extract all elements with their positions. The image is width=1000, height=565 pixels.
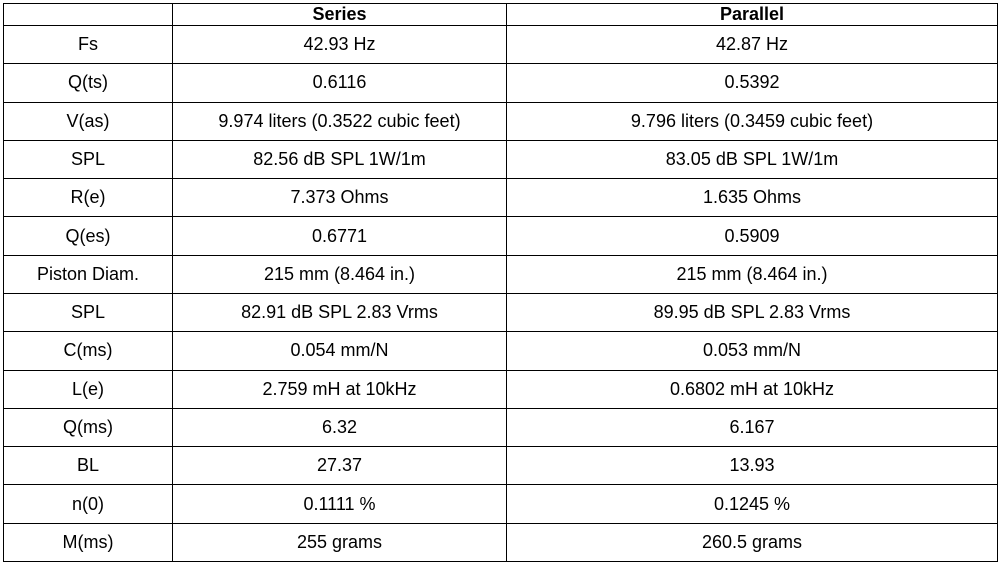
- series-value-cell: 0.1111 %: [172, 484, 507, 524]
- table-body: Fs 42.93 Hz 42.87 Hz Q(ts) 0.6116 0.5392 V(as)…: [3, 24, 998, 563]
- table-row: BL 27.37 13.93: [3, 446, 998, 486]
- header-parallel: Parallel: [506, 3, 998, 26]
- header-parameter: [3, 3, 173, 26]
- series-value-cell: 27.37: [172, 446, 507, 486]
- parallel-value-cell: 83.05 dB SPL 1W/1m: [506, 139, 998, 180]
- table-row: V(as) 9.974 liters (0.3522 cubic feet) 9.7…: [3, 101, 998, 141]
- table-row: Q(ts) 0.6116 0.5392: [3, 63, 998, 103]
- table-row: L(e) 2.759 mH at 10kHz 0.6802 mH at 10kHz: [3, 369, 998, 409]
- parallel-value-cell: 260.5 grams: [506, 522, 998, 563]
- parameter-cell: Q(es): [3, 216, 173, 256]
- parameter-cell: SPL: [3, 292, 173, 333]
- series-value-cell: 9.974 liters (0.3522 cubic feet): [172, 101, 507, 141]
- header-series: Series: [172, 3, 507, 26]
- series-value-cell: 42.93 Hz: [172, 24, 507, 65]
- parallel-value-cell: 0.1245 %: [506, 484, 998, 524]
- parallel-value-cell: 215 mm (8.464 in.): [506, 254, 998, 294]
- series-value-cell: 82.91 dB SPL 2.83 Vrms: [172, 292, 507, 333]
- parameter-cell: Fs: [3, 24, 173, 65]
- parameter-cell: M(ms): [3, 522, 173, 563]
- parallel-value-cell: 42.87 Hz: [506, 24, 998, 65]
- header-row: Series Parallel: [3, 3, 998, 26]
- table-row: Q(ms) 6.32 6.167: [3, 407, 998, 448]
- parallel-value-cell: 0.6802 mH at 10kHz: [506, 369, 998, 409]
- parallel-value-cell: 0.5392: [506, 63, 998, 103]
- parameter-cell: n(0): [3, 484, 173, 524]
- parallel-value-cell: 0.053 mm/N: [506, 331, 998, 371]
- series-value-cell: 0.6771: [172, 216, 507, 256]
- parallel-value-cell: 89.95 dB SPL 2.83 Vrms: [506, 292, 998, 333]
- parallel-value-cell: 6.167: [506, 407, 998, 448]
- table-row: n(0) 0.1111 % 0.1245 %: [3, 484, 998, 524]
- series-value-cell: 7.373 Ohms: [172, 178, 507, 218]
- parallel-value-cell: 13.93: [506, 446, 998, 486]
- parallel-value-cell: 9.796 liters (0.3459 cubic feet): [506, 101, 998, 141]
- parameter-cell: R(e): [3, 178, 173, 218]
- series-value-cell: 0.054 mm/N: [172, 331, 507, 371]
- parameter-cell: V(as): [3, 101, 173, 141]
- series-value-cell: 0.6116: [172, 63, 507, 103]
- parallel-value-cell: 1.635 Ohms: [506, 178, 998, 218]
- table-row: M(ms) 255 grams 260.5 grams: [3, 522, 998, 563]
- table-row: Fs 42.93 Hz 42.87 Hz: [3, 24, 998, 65]
- table-row: SPL 82.56 dB SPL 1W/1m 83.05 dB SPL 1W/1m: [3, 139, 998, 180]
- parameter-cell: BL: [3, 446, 173, 486]
- table-row: Q(es) 0.6771 0.5909: [3, 216, 998, 256]
- table-row: SPL 82.91 dB SPL 2.83 Vrms 89.95 dB SPL 2.…: [3, 292, 998, 333]
- series-value-cell: 215 mm (8.464 in.): [172, 254, 507, 294]
- parameter-cell: Piston Diam.: [3, 254, 173, 294]
- parallel-value-cell: 0.5909: [506, 216, 998, 256]
- series-value-cell: 6.32: [172, 407, 507, 448]
- parameter-cell: C(ms): [3, 331, 173, 371]
- spec-comparison-table: Series Parallel Fs 42.93 Hz 42.87 Hz Q(ts) 0…: [3, 3, 998, 563]
- parameter-cell: SPL: [3, 139, 173, 180]
- parameter-cell: Q(ts): [3, 63, 173, 103]
- table-row: Piston Diam. 215 mm (8.464 in.) 215 mm (8.…: [3, 254, 998, 294]
- table-row: R(e) 7.373 Ohms 1.635 Ohms: [3, 178, 998, 218]
- series-value-cell: 82.56 dB SPL 1W/1m: [172, 139, 507, 180]
- parameter-cell: L(e): [3, 369, 173, 409]
- series-value-cell: 255 grams: [172, 522, 507, 563]
- series-value-cell: 2.759 mH at 10kHz: [172, 369, 507, 409]
- parameter-cell: Q(ms): [3, 407, 173, 448]
- table-row: C(ms) 0.054 mm/N 0.053 mm/N: [3, 331, 998, 371]
